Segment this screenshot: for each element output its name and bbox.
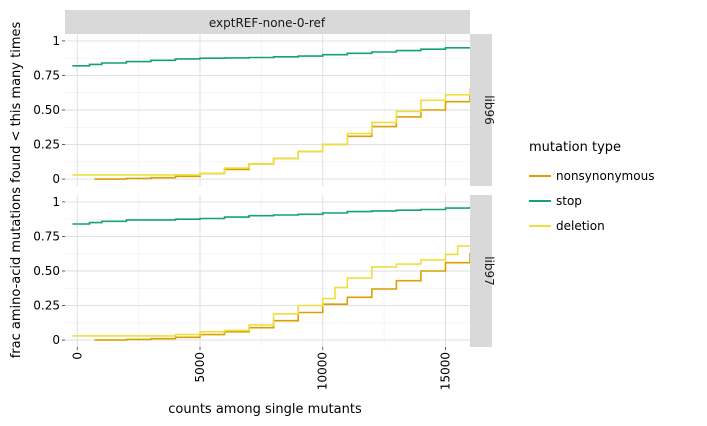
facet-strip-right-lib97: [470, 195, 492, 347]
x-tick-label: 5000: [193, 352, 207, 383]
panel-lib96: [65, 34, 471, 186]
series-line-nonsynonymous-lib97: [94, 253, 471, 341]
x-axis-title: counts among single mutants: [168, 402, 362, 417]
y-tick-label: 0.75: [33, 229, 60, 243]
x-axis-ticks: 0 5000 10000 15000: [70, 347, 452, 390]
y-tick-label: 0.75: [33, 68, 60, 82]
y-tick-label: 0.25: [33, 299, 60, 313]
series-line-deletion-lib97: [72, 245, 470, 337]
facet-strip-right-lib97-label: lib97: [482, 256, 496, 286]
legend: mutation type nonsynonymous stop deletion: [529, 140, 654, 233]
y-axis-title: frac amino-acid mutations found < this m…: [9, 22, 24, 359]
facet-strip-right-lib96-label: lib96: [482, 95, 496, 125]
y-tick-label: 0: [52, 172, 60, 186]
x-tick-label: 0: [70, 352, 84, 360]
y-tick-label: 1: [52, 34, 60, 48]
legend-label-stop: stop: [556, 194, 582, 208]
facet-strip-right-lib96: [470, 34, 492, 186]
series-line-stop-lib97: [72, 206, 471, 225]
legend-label-nonsynonymous: nonsynonymous: [556, 169, 654, 183]
x-tick-label: 10000: [316, 352, 330, 390]
panel-lib97: [65, 195, 471, 347]
y-axis-ticks: 0 0.25 0.50 0.75 1 0 0.25 0.50 0.75 1: [33, 34, 65, 347]
legend-title: mutation type: [529, 140, 621, 155]
legend-label-deletion: deletion: [556, 219, 605, 233]
x-tick-label: 15000: [438, 352, 452, 390]
y-tick-label: 1: [52, 195, 60, 209]
facet-strip-top-label: exptREF-none-0-ref: [209, 16, 326, 30]
series-line-stop-lib96: [72, 47, 471, 67]
y-tick-label: 0.25: [33, 138, 60, 152]
y-tick-label: 0.50: [33, 264, 60, 278]
facet-strip-top: [65, 10, 470, 34]
y-tick-label: 0.50: [33, 103, 60, 117]
y-tick-label: 0: [52, 333, 60, 347]
series-line-deletion-lib96: [72, 87, 471, 176]
